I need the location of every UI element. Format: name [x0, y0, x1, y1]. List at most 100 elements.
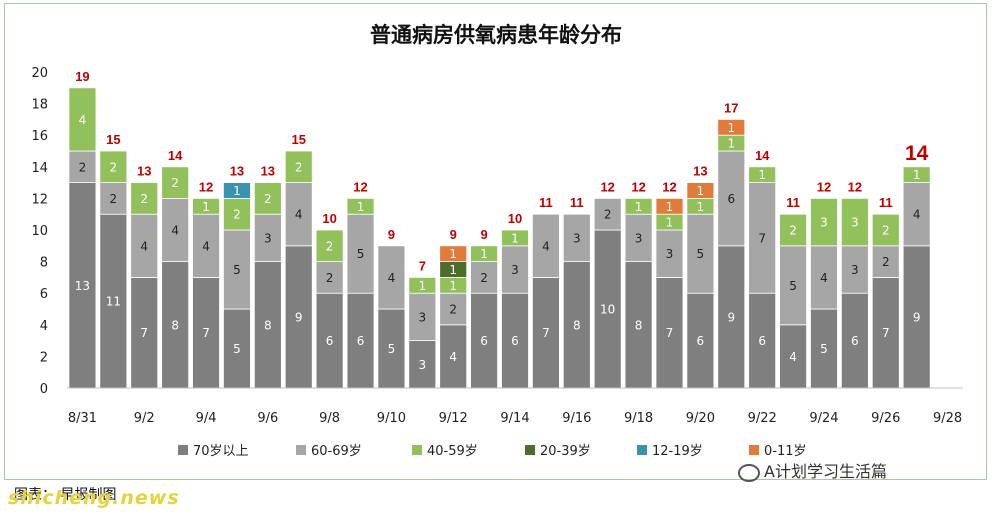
bar-total-label: 9 — [450, 227, 457, 242]
bar-total-label: 12 — [848, 179, 862, 194]
bar-total-label: 10 — [508, 211, 522, 226]
segment-value-label: 2 — [140, 192, 148, 206]
bar-segment — [840, 292, 869, 389]
bar-segment — [779, 213, 807, 247]
segment-value-label: 2 — [264, 192, 272, 206]
segment-value-label: 7 — [202, 326, 210, 340]
bar-segment — [315, 229, 344, 263]
bar-segment — [501, 229, 529, 247]
stacked-bar-chart: 普通病房供氧病患年龄分布0246810121416182013241911221… — [31, 23, 963, 459]
segment-value-label: 5 — [820, 342, 828, 356]
segment-value-label: 7 — [758, 231, 766, 245]
bar-segment — [717, 119, 746, 136]
x-tick-label: 9/28 — [933, 411, 962, 426]
bar-total-label: 11 — [539, 195, 553, 210]
bar-total-label: 7 — [419, 258, 426, 273]
bar-total-label: 12 — [662, 179, 676, 194]
segment-value-label: 6 — [326, 334, 334, 348]
segment-value-label: 1 — [449, 279, 457, 293]
x-tick-label: 9/26 — [871, 411, 900, 426]
segment-value-label: 3 — [264, 231, 272, 245]
bar-segment — [470, 245, 499, 263]
legend-label: 20-39岁 — [540, 444, 591, 459]
segment-value-label: 2 — [295, 160, 303, 174]
y-tick-label: 16 — [31, 129, 48, 144]
x-tick-label: 9/24 — [809, 411, 838, 426]
y-tick-label: 20 — [31, 66, 48, 81]
segment-value-label: 1 — [697, 200, 705, 214]
segment-value-label: 3 — [666, 247, 674, 261]
segment-value-label: 10 — [600, 303, 615, 317]
bar-segment — [655, 229, 684, 278]
segment-value-label: 9 — [913, 310, 921, 324]
segment-value-label: 6 — [697, 334, 705, 348]
bar-segment — [223, 229, 251, 310]
y-tick-label: 14 — [31, 161, 48, 176]
segment-value-label: 6 — [480, 334, 488, 348]
y-tick-label: 6 — [40, 287, 48, 302]
x-tick-label: 9/2 — [134, 411, 155, 426]
y-tick-label: 12 — [31, 192, 48, 207]
bar-total-label: 11 — [786, 195, 800, 210]
x-tick-label: 9/22 — [748, 411, 777, 426]
bar-segment — [810, 308, 838, 389]
bar-segment — [346, 213, 375, 294]
segment-value-label: 1 — [635, 200, 643, 214]
bar-segment — [223, 308, 251, 389]
bar-total-label: 13 — [693, 164, 707, 179]
bar-segment — [779, 245, 807, 326]
bar-segment — [562, 261, 591, 389]
segment-value-label: 5 — [388, 342, 396, 356]
wechat-watermark: A计划学习生活篇 — [738, 458, 887, 482]
segment-value-label: 2 — [110, 192, 118, 206]
bar-segment — [624, 261, 653, 389]
x-tick-label: 9/6 — [257, 411, 278, 426]
bar-segment — [161, 261, 190, 389]
segment-value-label: 4 — [79, 113, 87, 127]
bar-total-label: 9 — [480, 227, 487, 242]
segment-value-label: 2 — [110, 160, 118, 174]
bar-segment — [439, 292, 468, 326]
segment-value-label: 13 — [75, 279, 90, 293]
segment-value-label: 7 — [882, 326, 890, 340]
segment-value-label: 4 — [171, 224, 179, 238]
bar-total-label: 11 — [570, 195, 584, 210]
legend-swatch — [178, 445, 188, 455]
segment-value-label: 2 — [480, 271, 488, 285]
bar-segment — [748, 182, 777, 294]
segment-value-label: 3 — [635, 231, 643, 245]
bar-segment — [68, 150, 97, 184]
y-tick-label: 0 — [40, 382, 48, 397]
chart-frame — [4, 3, 987, 480]
bar-segment — [748, 292, 777, 389]
bar-segment — [779, 324, 807, 389]
segment-value-label: 6 — [357, 334, 365, 348]
segment-value-label: 6 — [758, 334, 766, 348]
bar-total-label: 12 — [631, 179, 645, 194]
segment-value-label: 1 — [727, 137, 735, 151]
bar-segment — [130, 276, 159, 389]
y-tick-label: 4 — [40, 319, 48, 334]
segment-value-label: 4 — [449, 350, 457, 364]
y-tick-label: 10 — [31, 224, 48, 239]
bar-total-label: 12 — [817, 179, 831, 194]
segment-value-label: 1 — [727, 121, 735, 135]
source-caption: 图表： 早报制图 — [14, 487, 117, 503]
bar-segment — [377, 308, 406, 389]
bar-segment — [562, 213, 591, 262]
chart-title: 普通病房供氧病患年龄分布 — [370, 23, 622, 47]
segment-value-label: 1 — [449, 247, 457, 261]
legend-swatch — [296, 445, 306, 455]
bar-segment — [840, 245, 869, 294]
segment-value-label: 2 — [882, 224, 890, 238]
segment-value-label: 7 — [542, 326, 550, 340]
bar-total-label: 19 — [75, 69, 89, 84]
y-tick-label: 2 — [40, 350, 48, 365]
y-tick-label: 18 — [31, 98, 48, 113]
segment-value-label: 3 — [851, 263, 859, 277]
bar-segment — [871, 276, 900, 389]
segment-value-label: 1 — [697, 184, 705, 198]
bar-segment — [192, 197, 220, 215]
bar-segment — [871, 213, 900, 247]
segment-value-label: 5 — [233, 342, 241, 356]
